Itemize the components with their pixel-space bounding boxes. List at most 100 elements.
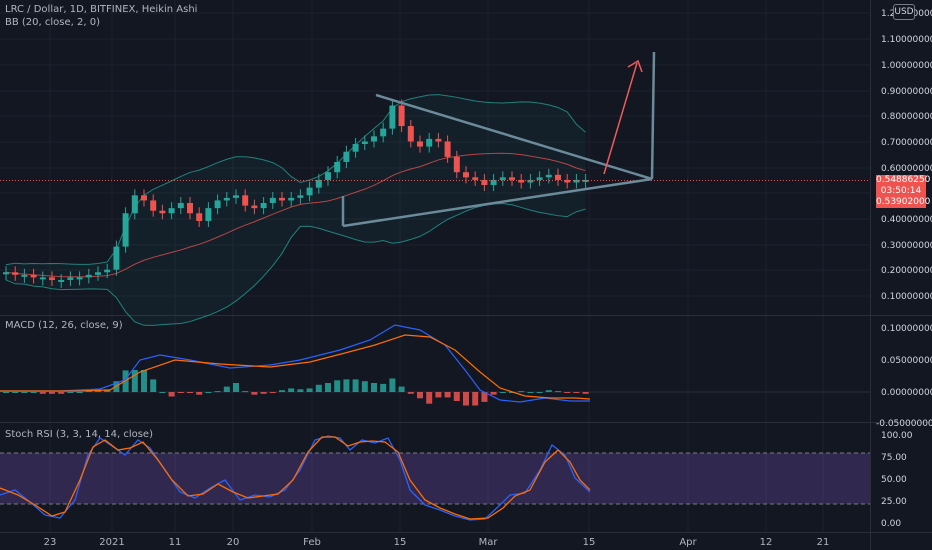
macd-hist-bar [453, 392, 460, 401]
candle-body [426, 138, 433, 147]
macd-hist-bar [472, 392, 479, 406]
macd-hist-bar [564, 392, 571, 393]
candle-body [361, 141, 368, 145]
macd-hist-bar [288, 388, 295, 392]
bb-legend[interactable]: BB (20, close, 2, 0) [5, 17, 100, 28]
candle-body [463, 172, 469, 178]
currency-button[interactable]: USD [893, 4, 915, 20]
price-label: 0.40000000 [881, 215, 932, 225]
candle-body [49, 277, 55, 280]
time-label: 11 [169, 537, 182, 548]
time-label: Mar [479, 537, 499, 548]
macd-hist-bar [499, 392, 506, 393]
price-axis[interactable]: 1.20000000 1.10000000 1.00000000 0.90000… [881, 9, 932, 302]
macd-hist-bar [481, 392, 488, 402]
macd-hist-bar [67, 392, 74, 393]
candle-body [545, 174, 552, 178]
macd-hist-bar [177, 392, 184, 393]
macd-hist-bar [407, 392, 414, 394]
candle-body [131, 195, 138, 214]
stoch-rsi-legend[interactable]: Stoch RSI (3, 3, 14, 14, close) [5, 429, 153, 440]
macd-hist-bar [168, 392, 175, 397]
breakout-arrow[interactable] [603, 59, 643, 175]
macd-hist-bar [555, 391, 561, 393]
candle-body [76, 277, 83, 280]
candle-body [380, 128, 387, 137]
bb-upper [5, 94, 586, 266]
bb-basis [5, 152, 586, 278]
macd-hist-bar [352, 379, 359, 392]
macd-axis-label: 0.00000000 [881, 388, 932, 398]
macd-hist-bar [279, 390, 285, 392]
macd-hist-bar [361, 381, 368, 392]
candle-body [12, 272, 19, 275]
candle-body [58, 279, 65, 282]
macd-hist-bar [49, 392, 55, 394]
macd-hist-bar [3, 392, 9, 393]
macd-hist-bar [159, 392, 166, 393]
candle-body [242, 195, 249, 206]
candle-body [95, 272, 101, 275]
stoch-axis-label: 75.00 [881, 453, 907, 463]
time-label: Apr [679, 537, 697, 548]
grid [0, 0, 870, 532]
candle-body [398, 105, 405, 127]
candle-body [407, 126, 414, 142]
candle-body [352, 144, 359, 152]
macd-hist-bar [573, 392, 580, 393]
macd-hist-bar [536, 392, 543, 393]
stoch-rsi-axis[interactable]: 100.00 75.00 50.00 25.00 0.00 [881, 431, 913, 529]
symbol-legend[interactable]: LRC / Dollar, 1D, BITFINEX, Heikin Ashi [5, 4, 198, 15]
stoch-k-line [0, 435, 591, 521]
price-label: 1.10000000 [881, 35, 932, 45]
macd-hist-bar [509, 392, 515, 393]
macd-axis[interactable]: 0.10000000 0.05000000 0.00000000 -0.0500… [876, 324, 932, 429]
stoch-axis-label: 100.00 [881, 431, 913, 441]
price-label: 0.30000000 [881, 241, 932, 251]
macd-hist-bar [343, 379, 350, 392]
candle-body [518, 179, 525, 183]
macd-hist-bar [196, 392, 203, 395]
macd-hist-bar [223, 386, 230, 392]
time-label: 15 [583, 537, 596, 548]
candle-body [573, 179, 580, 183]
macd-hist-bar [251, 392, 258, 395]
macd-hist-bar [214, 391, 221, 393]
macd-axis-label: 0.10000000 [881, 324, 932, 334]
candle-body [536, 177, 543, 180]
macd-hist-bar [297, 389, 304, 392]
candles [3, 99, 589, 288]
macd-hist-bar [260, 392, 267, 394]
time-label: 15 [394, 537, 407, 548]
candle-body [472, 177, 479, 180]
candle-body [196, 213, 203, 221]
time-axis[interactable]: 23 2021 11 20 Feb 15 Mar 15 Apr 12 21 [44, 537, 830, 548]
macd-hist-bar [398, 386, 405, 392]
low-price-tag: 0.53902000 [876, 197, 931, 208]
candle-body [233, 195, 239, 198]
candle-body [150, 200, 157, 211]
candle-body [113, 246, 120, 270]
candle-body [214, 200, 221, 209]
macd-hist-bar [490, 392, 497, 395]
candle-body [555, 174, 561, 180]
candle-body [251, 205, 258, 209]
macd-hist-bar [545, 390, 552, 392]
price-label: 1.00000000 [881, 61, 932, 71]
time-label: 23 [44, 537, 57, 548]
macd-hist-bar [233, 383, 239, 392]
candle-body [177, 203, 184, 209]
candle-body [315, 179, 322, 188]
candle-body [260, 203, 267, 209]
candle-body [279, 197, 285, 201]
macd-hist-bar [21, 392, 28, 393]
macd-hist-bar [76, 392, 83, 393]
current-price-tag: 0.54886250 [876, 175, 931, 186]
stoch-axis-label: 50.00 [881, 475, 907, 485]
candle-body [30, 274, 37, 278]
macd-legend[interactable]: MACD (12, 26, close, 9) [5, 320, 123, 331]
macd-hist-bar [582, 392, 589, 394]
candle-body [141, 195, 147, 201]
candle-body [343, 151, 350, 162]
